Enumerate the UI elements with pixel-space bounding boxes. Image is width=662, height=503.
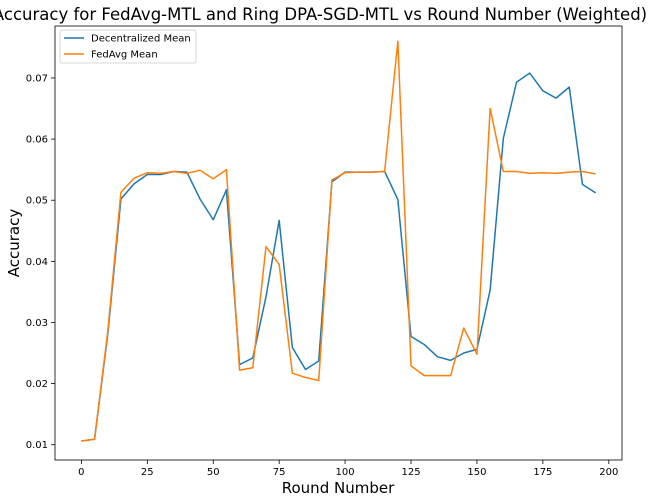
chart-title: Accuracy for FedAvg-MTL and Ring DPA-SGD… (0, 5, 647, 24)
y-tick-label: 0.01 (26, 440, 48, 451)
y-tick-label: 0.04 (26, 257, 48, 268)
x-axis-label: Round Number (282, 479, 395, 497)
series-line-fedavg (81, 40, 596, 442)
y-tick-label: 0.02 (26, 379, 48, 390)
y-axis: 0.01 0.02 0.03 0.04 0.05 0.06 0.07 (26, 73, 55, 451)
y-tick-label: 0.05 (26, 196, 48, 207)
x-tick-label: 125 (401, 467, 420, 478)
x-tick-label: 25 (141, 467, 154, 478)
legend-box (59, 29, 197, 64)
y-tick-label: 0.06 (26, 135, 48, 146)
legend-label-decentralized: Decentralized Mean (91, 34, 191, 45)
legend: Decentralized Mean FedAvg Mean (59, 29, 197, 64)
x-tick-label: 200 (599, 467, 618, 478)
series-layer (81, 40, 597, 442)
x-tick-label: 150 (467, 467, 486, 478)
y-axis-label: Accuracy (5, 209, 23, 278)
y-tick-label: 0.03 (26, 318, 48, 329)
x-tick-label: 50 (207, 467, 220, 478)
x-tick-label: 0 (78, 467, 84, 478)
x-tick-label: 175 (533, 467, 552, 478)
plot-area (54, 25, 623, 461)
y-tick-label: 0.07 (26, 73, 48, 84)
legend-label-fedavg: FedAvg Mean (91, 50, 158, 61)
x-tick-label: 75 (273, 467, 286, 478)
x-axis: 0 25 50 75 100 125 150 175 200 (78, 460, 618, 478)
x-tick-label: 100 (336, 467, 355, 478)
